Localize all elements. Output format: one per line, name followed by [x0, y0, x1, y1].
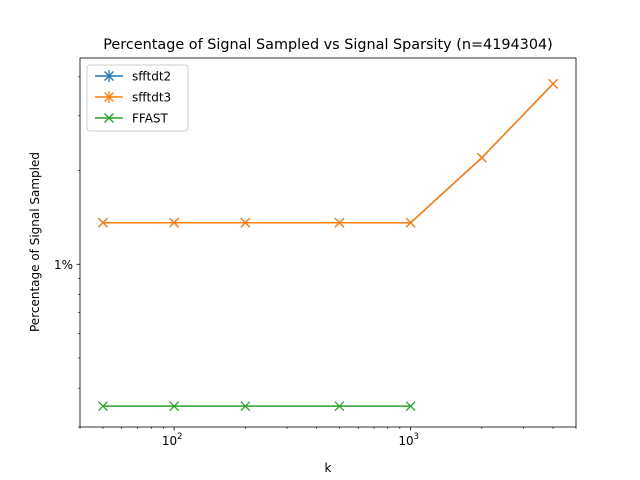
data-point-sfftdt3: [240, 217, 251, 228]
y-tick-label: 1%: [54, 258, 73, 272]
legend-entry-sfftdt2: sfftdt2: [95, 70, 171, 84]
legend-label: FFAST: [132, 112, 169, 126]
data-point-sfftdt3: [169, 217, 180, 228]
data-point-sfftdt3: [405, 217, 416, 228]
data-point-sfftdt3: [334, 217, 345, 228]
legend-entry-FFAST: FFAST: [95, 112, 169, 126]
data-point-sfftdt3: [476, 152, 487, 163]
data-point-FFAST: [240, 401, 251, 412]
axes-frame: [79, 57, 577, 428]
legend-label: sfftdt3: [132, 91, 171, 105]
data-point-sfftdt3: [548, 78, 559, 89]
legend-entry-sfftdt3: sfftdt3: [95, 91, 171, 105]
plot-area: [97, 78, 559, 412]
data-point-FFAST: [97, 401, 108, 412]
data-point-FFAST: [405, 401, 416, 412]
legend-marker-star-icon: [104, 70, 114, 82]
x-axis-label: k: [325, 461, 332, 475]
chart-title: Percentage of Signal Sampled vs Signal S…: [103, 37, 553, 53]
legend-marker-star-icon: [104, 91, 114, 103]
y-axis-label: Percentage of Signal Sampled: [28, 152, 42, 332]
data-point-FFAST: [334, 401, 345, 412]
x-tick-label: 103: [398, 431, 419, 448]
data-point-FFAST: [169, 401, 180, 412]
legend-label: sfftdt2: [132, 70, 171, 84]
legend-marker-x-icon: [104, 113, 114, 123]
data-point-sfftdt3: [97, 217, 108, 228]
legend: sfftdt2 sfftdt3 FFAST: [86, 64, 189, 132]
x-tick-label: 102: [162, 431, 183, 448]
axes: 102 103 1%: [54, 57, 577, 448]
